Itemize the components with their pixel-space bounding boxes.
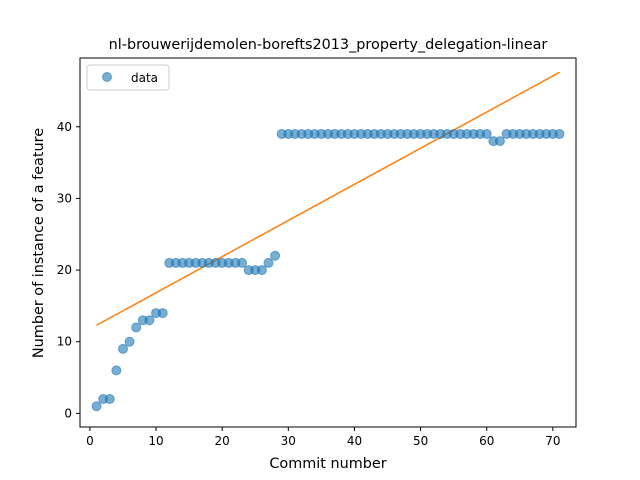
- y-axis-ticks: 0 10 20 30 40: [57, 120, 80, 420]
- y-tick-label: 40: [57, 120, 72, 134]
- data-points-layer: [91, 128, 565, 412]
- trend-line-layer: [96, 71, 560, 326]
- data-point: [157, 308, 168, 319]
- data-point: [256, 265, 267, 276]
- data-point: [494, 136, 505, 147]
- data-point: [554, 128, 565, 139]
- x-tick-label: 40: [347, 434, 362, 448]
- x-tick-label: 60: [479, 434, 494, 448]
- plot-area: [79, 57, 577, 428]
- y-tick-label: 10: [57, 335, 72, 349]
- data-point: [263, 257, 274, 268]
- x-axis-label: Commit number: [269, 456, 386, 472]
- trend-line: [96, 71, 560, 326]
- x-tick-label: 70: [545, 434, 560, 448]
- data-point: [104, 394, 115, 405]
- y-tick-label: 0: [64, 406, 72, 420]
- data-point: [117, 343, 128, 354]
- legend-marker-data: [102, 72, 112, 82]
- x-tick-label: 10: [148, 434, 163, 448]
- x-tick-label: 50: [413, 434, 428, 448]
- data-point: [144, 315, 155, 326]
- y-axis-label: Number of instance of a feature: [31, 128, 47, 358]
- legend: data: [86, 64, 170, 91]
- data-point: [270, 250, 281, 261]
- y-tick-label: 30: [57, 191, 72, 205]
- data-point: [237, 257, 248, 268]
- x-tick-label: 20: [215, 434, 230, 448]
- x-tick-label: 0: [86, 434, 94, 448]
- chart-title: nl-brouwerijdemolen-borefts2013_property…: [109, 37, 548, 53]
- data-point: [124, 336, 135, 347]
- data-point: [91, 401, 102, 412]
- x-tick-label: 30: [281, 434, 296, 448]
- legend-box: [86, 64, 170, 91]
- data-point: [481, 128, 492, 139]
- data-point: [131, 322, 142, 333]
- data-point: [111, 365, 122, 376]
- y-tick-label: 20: [57, 263, 72, 277]
- x-axis-ticks: 0 10 20 30 40 50 60 70: [86, 427, 560, 448]
- axes-frame: [79, 57, 577, 428]
- legend-label-data: data: [131, 71, 158, 85]
